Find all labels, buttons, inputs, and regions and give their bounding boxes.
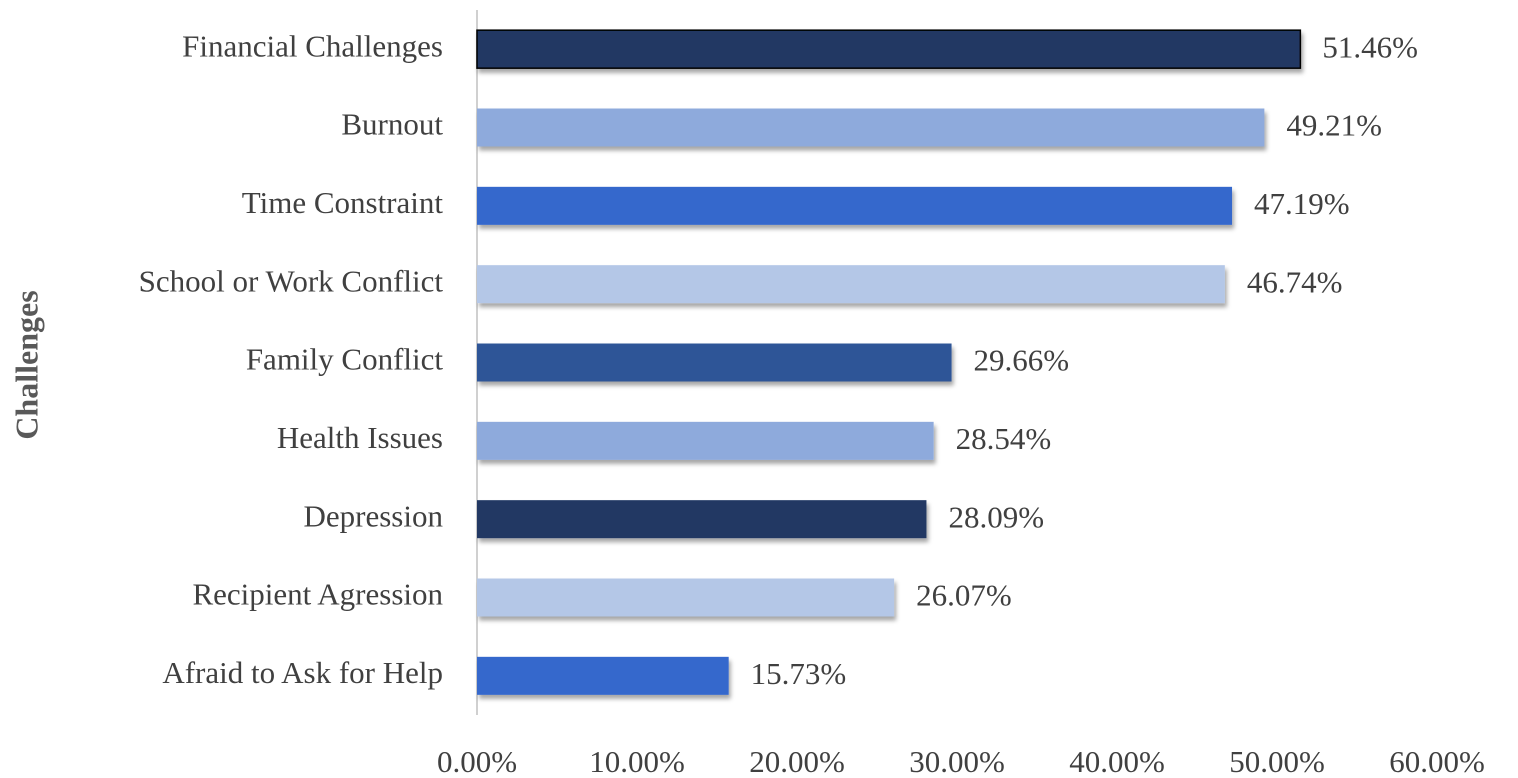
bar — [477, 421, 934, 460]
value-label: 26.07% — [916, 578, 1012, 613]
value-label: 49.21% — [1286, 108, 1382, 143]
bar — [476, 29, 1302, 69]
x-tick-label: 40.00% — [1069, 744, 1165, 778]
x-tick-label: 10.00% — [589, 744, 685, 778]
bar — [477, 578, 895, 617]
bar — [477, 265, 1225, 304]
bar — [477, 500, 927, 539]
value-label: 51.46% — [1322, 29, 1418, 64]
y-tick-label: Burnout — [341, 107, 443, 142]
y-tick-label: Depression — [304, 498, 444, 533]
value-label: 28.54% — [956, 421, 1052, 456]
bar — [477, 656, 729, 695]
value-label: 28.09% — [948, 499, 1044, 534]
x-tick-label: 60.00% — [1389, 744, 1485, 778]
x-tick-label: 0.00% — [437, 744, 517, 778]
value-label: 47.19% — [1254, 186, 1350, 221]
y-axis-label: Challenges — [8, 290, 44, 439]
bar — [477, 186, 1233, 225]
y-tick-label: Recipient Agression — [192, 577, 443, 612]
value-label: 29.66% — [974, 343, 1070, 378]
y-tick-label: Health Issues — [277, 420, 443, 455]
y-tick-label: Financial Challenges — [182, 28, 443, 63]
y-tick-label: School or Work Conflict — [139, 263, 444, 298]
x-tick-label: 50.00% — [1229, 744, 1325, 778]
bar — [477, 108, 1265, 147]
bar — [477, 343, 952, 382]
x-tick-label: 20.00% — [749, 744, 845, 778]
y-tick-label: Family Conflict — [246, 342, 444, 377]
y-tick-label: Time Constraint — [242, 185, 444, 220]
value-label: 15.73% — [751, 656, 847, 691]
y-tick-label: Afraid to Ask for Help — [162, 655, 443, 690]
value-label: 46.74% — [1247, 264, 1343, 299]
x-tick-label: 30.00% — [909, 744, 1005, 778]
